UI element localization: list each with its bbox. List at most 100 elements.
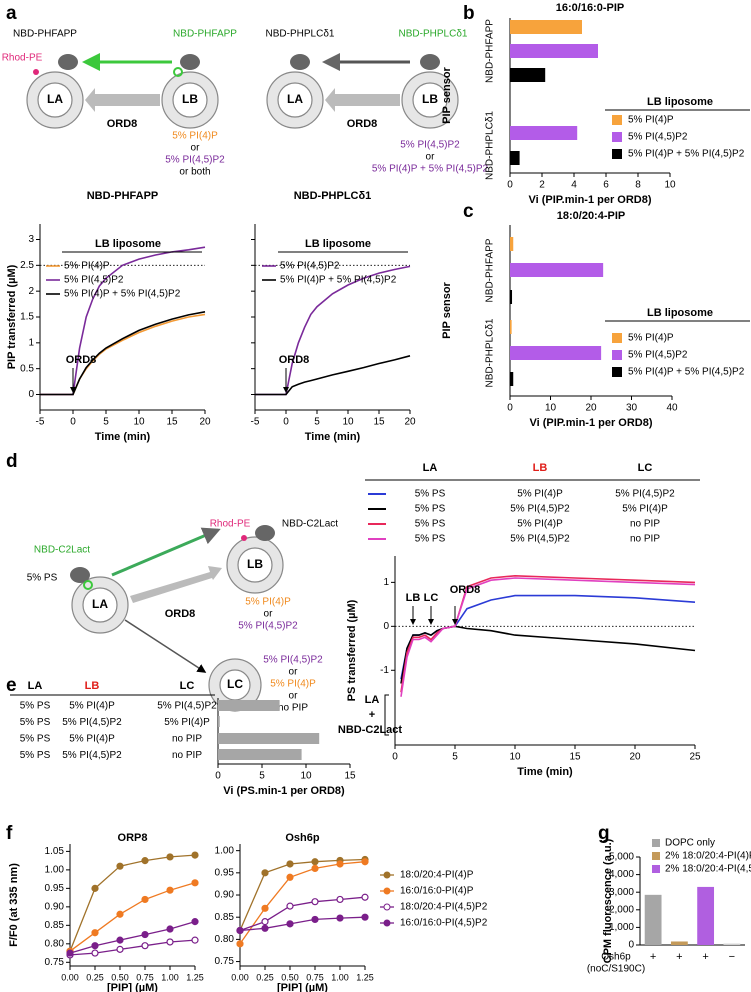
diagram-label: LA — [47, 92, 63, 106]
bar — [510, 126, 578, 140]
category-title: Osh6p — [601, 952, 631, 963]
x-tick-label: 25 — [689, 752, 701, 763]
chart-title: NBD-PHPLCδ1 — [294, 190, 372, 202]
marker — [91, 884, 99, 892]
marker — [361, 893, 369, 901]
legend-swatch — [612, 149, 622, 159]
legend-label: 5% PI(4)P — [628, 333, 674, 344]
y-axis-label: PIP sensor — [441, 281, 453, 338]
marker — [336, 860, 344, 868]
table-cell: no PIP — [630, 534, 660, 545]
diagram-label: NBD-PHPLCδ1 — [266, 29, 335, 40]
table-cell: 5% PI(4)P — [69, 701, 115, 712]
x-tick-label: 0 — [507, 180, 513, 191]
x-tick-label: 1.25 — [356, 972, 374, 982]
table-header: LB — [85, 680, 100, 692]
line — [239, 858, 366, 931]
table-cell: 5% PI(4)P — [517, 489, 563, 500]
diagram-label: or — [289, 691, 299, 702]
legend-label: 16:0/16:0-PI(4)P — [400, 886, 474, 897]
diagram-label: LB — [422, 92, 438, 106]
marker — [141, 857, 149, 865]
diagram-label: 5% PS — [27, 573, 58, 584]
legend-label: 5% PI(4)P + 5% PI(4,5)P2 — [280, 275, 397, 286]
legend-title: LB liposome — [95, 238, 161, 250]
marker — [166, 938, 174, 946]
x-tick-label: 10 — [342, 417, 354, 428]
x-tick-label: 0.75 — [136, 972, 154, 982]
category-label: NBD-PHFAPP — [485, 19, 496, 83]
bar — [510, 237, 514, 251]
chart-title: Osh6p — [285, 832, 320, 844]
annotation: LB — [406, 592, 421, 604]
x-tick-label: 30 — [626, 403, 638, 414]
diagram-label: or — [426, 152, 436, 163]
diagram-label: no PIP — [278, 703, 308, 714]
annotation: ORD8 — [450, 584, 481, 596]
legend-swatch — [652, 865, 660, 873]
x-tick-label: 8 — [635, 180, 641, 191]
marker — [191, 851, 199, 859]
chart-title: NBD-PHFAPP — [87, 190, 159, 202]
y-tick-label: 1.00 — [45, 865, 65, 876]
x-tick-label: 0.50 — [111, 972, 129, 982]
x-tick-label: 10 — [509, 752, 521, 763]
annotation: LC — [424, 592, 439, 604]
x-tick-label: 20 — [404, 417, 416, 428]
x-tick-label: 0.00 — [231, 972, 249, 982]
table-cell: 5% PI(4,5)P2 — [510, 504, 570, 515]
table-cell: 5% PI(4)P — [69, 734, 115, 745]
panel-label: a — [6, 3, 17, 24]
table-cell: no PIP — [172, 734, 202, 745]
bracket-label: + — [369, 709, 375, 721]
diagram-label: 5% PI(4)P — [172, 131, 218, 142]
panel-label: b — [463, 3, 475, 24]
legend-marker — [383, 871, 391, 879]
x-tick-label: -5 — [251, 417, 260, 428]
diagram-label: 5% PI(4,5)P2 — [263, 655, 323, 666]
table-cell: 5% PI(4,5)P2 — [615, 489, 675, 500]
x-axis-label: Time (min) — [517, 766, 573, 778]
bar — [510, 151, 520, 165]
legend-label: 5% PI(4,5)P2 — [64, 275, 124, 286]
category-label: NBD-PHPLCδ1 — [485, 318, 496, 387]
table-cell: 5% PS — [20, 734, 51, 745]
diagram-label: or — [191, 143, 201, 154]
marker — [166, 886, 174, 894]
bracket — [384, 694, 389, 736]
x-tick-label: 20 — [585, 403, 597, 414]
panel-label: e — [6, 675, 17, 696]
y-tick-label: 2.5 — [20, 260, 34, 271]
line — [69, 854, 196, 952]
legend-label: 5% PI(4)P — [64, 261, 110, 272]
x-tick-label: 20 — [629, 752, 641, 763]
y-tick-label: 5,000 — [609, 852, 634, 863]
diagram-label: NBD-PHFAPP — [13, 29, 77, 40]
marker — [361, 913, 369, 921]
y-tick-label: 0 — [383, 621, 389, 632]
table-header: LB — [533, 462, 548, 474]
marker — [191, 879, 199, 887]
y-tick-label: 3 — [28, 234, 34, 245]
line — [69, 920, 196, 954]
legend-label: 5% PI(4,5)P2 — [628, 132, 688, 143]
x-tick-label: 0.75 — [306, 972, 324, 982]
legend-label: 18:0/20:4-PI(4)P — [400, 870, 474, 881]
y-tick-label: -1 — [380, 665, 389, 676]
table-header: LC — [180, 680, 195, 692]
marker — [286, 920, 294, 928]
x-tick-label: 15 — [344, 771, 356, 782]
diagram-label: or both — [179, 167, 210, 178]
y-tick-label: 1.5 — [20, 312, 34, 323]
x-tick-label: 15 — [166, 417, 178, 428]
y-tick-label: 2 — [28, 286, 34, 297]
table-header: LC — [638, 462, 653, 474]
diagram-d: Rhod-PE NBD-C2Lact LB NBD-C2Lact 5% PS L… — [27, 519, 339, 714]
y-tick-label: 4,000 — [609, 869, 634, 880]
marker — [166, 853, 174, 861]
y-tick-label: 0.80 — [45, 938, 65, 949]
legend-label: 2% 18:0/20:4-PI(4,5)P2 — [665, 864, 751, 875]
table-cell: 5% PS — [415, 504, 446, 515]
x-tick-label: 0.00 — [61, 972, 79, 982]
legend-label: 5% PI(4)P — [628, 115, 674, 126]
